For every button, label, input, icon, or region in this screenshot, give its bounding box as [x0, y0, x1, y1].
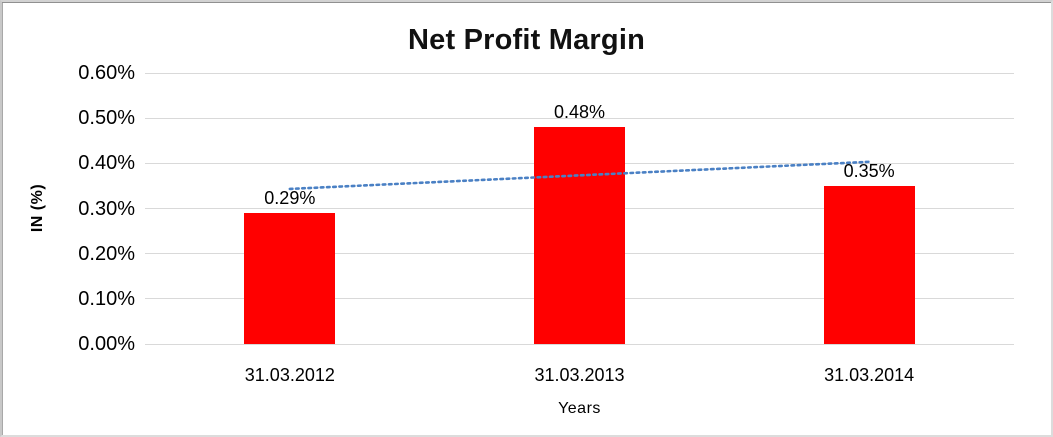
- data-label: 0.48%: [553, 102, 606, 123]
- x-tick-label: 31.03.2014: [824, 365, 915, 385]
- trendline: [288, 160, 871, 191]
- data-label: 0.29%: [264, 188, 316, 209]
- data-label: 0.35%: [843, 160, 895, 181]
- y-tick-label: 0.30%: [78, 197, 135, 220]
- y-tick-label: 0.40%: [78, 152, 135, 175]
- y-tick-label: 0.50%: [78, 107, 135, 130]
- bar-31.03.2012: [244, 213, 336, 344]
- chart-title: Net Profit Margin: [407, 24, 645, 56]
- x-tick-label: 31.03.2012: [244, 365, 335, 385]
- x-axis-tick-labels: 31.03.2012 31.03.2013 31.03.2014: [145, 364, 1014, 388]
- plot-area: 0.29% 0.48% 0.35%: [145, 72, 1014, 345]
- x-tick-label: 31.03.2013: [534, 365, 625, 385]
- bar-31.03.2014: [823, 185, 915, 344]
- y-tick-label: 0.20%: [78, 242, 135, 265]
- x-axis-title: Years: [558, 400, 601, 417]
- y-axis-tick-labels: 0.00% 0.10% 0.20% 0.30% 0.40% 0.50% 0.60%: [2, 62, 135, 355]
- gridline: [145, 343, 1014, 345]
- bar-31.03.2013: [534, 127, 625, 344]
- y-tick-label: 0.00%: [78, 333, 135, 355]
- y-tick-label: 0.60%: [78, 62, 135, 84]
- y-tick-label: 0.10%: [78, 287, 135, 310]
- trendline-segment: [288, 160, 871, 191]
- gridline: [145, 117, 1014, 119]
- gridline: [145, 72, 1014, 74]
